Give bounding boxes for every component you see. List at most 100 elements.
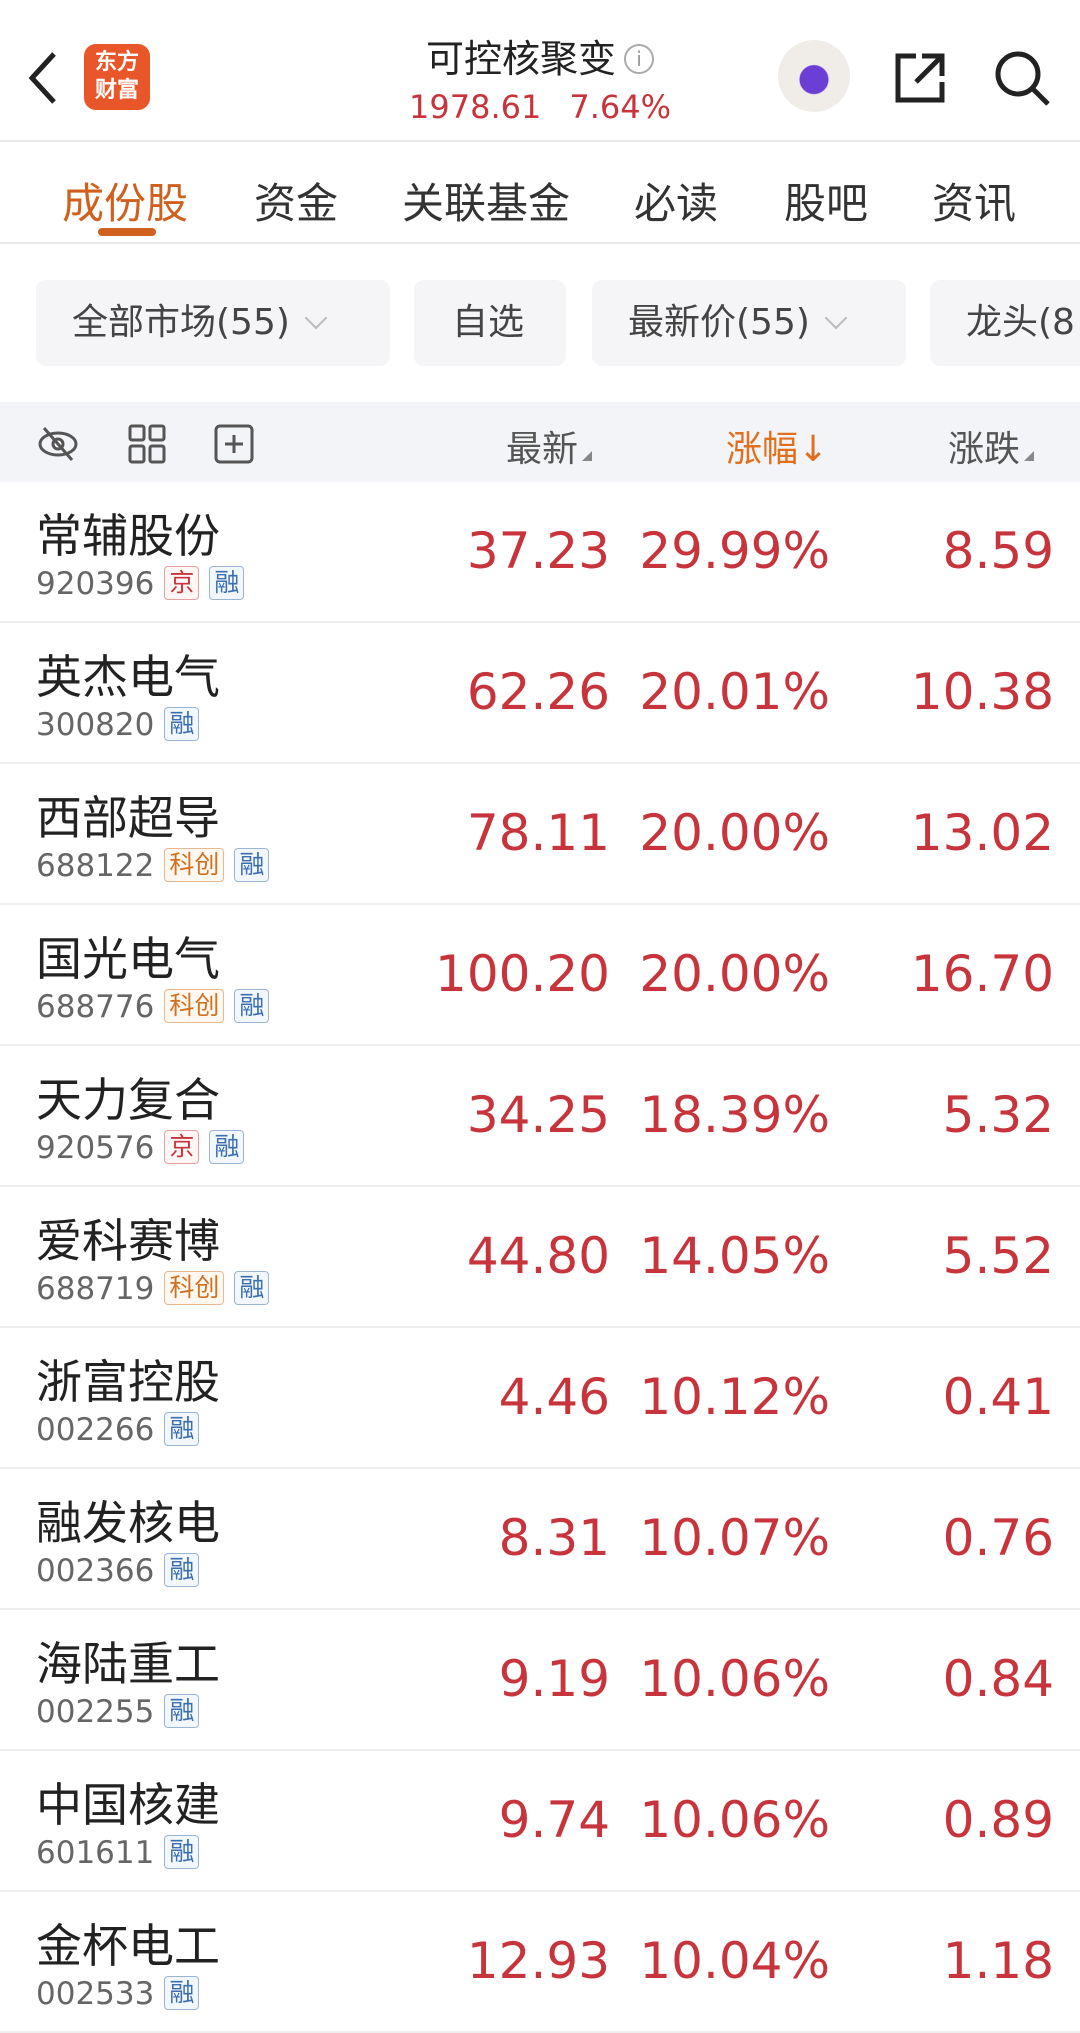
tag-badge: 融: [234, 848, 270, 882]
market-filter[interactable]: 全部市场(55): [36, 280, 390, 366]
table-row[interactable]: 西部超导 688122 科创融 78.11 20.00% 13.02: [0, 764, 1080, 905]
hide-eye-icon[interactable]: [36, 422, 80, 466]
stock-code-line: 002533 融: [36, 1976, 200, 2012]
stock-code-line: 002255 融: [36, 1694, 200, 1730]
table-row[interactable]: 英杰电气 300820 融 62.26 20.01% 10.38: [0, 623, 1080, 764]
tab-funds-flow[interactable]: 资金: [254, 179, 339, 228]
table-row[interactable]: 中国核建 601611 融 9.74 10.06% 0.89: [0, 1751, 1080, 1892]
pct-change: 20.00%: [639, 804, 830, 862]
pct-change: 18.39%: [639, 1086, 830, 1144]
market-filter-label: 全部市场(55): [72, 302, 290, 343]
price-change: 5.32: [942, 1086, 1054, 1144]
pct-change: 29.99%: [639, 522, 830, 580]
stock-code: 002366: [36, 1553, 155, 1589]
tab-forum[interactable]: 股吧: [784, 179, 869, 228]
column-pct-change[interactable]: 涨幅↓: [726, 429, 829, 470]
tag-badge: 融: [234, 1271, 270, 1305]
table-row[interactable]: 融发核电 002366 融 8.31 10.07% 0.76: [0, 1469, 1080, 1610]
stock-code: 002255: [36, 1694, 155, 1730]
stock-name: 常辅股份: [36, 509, 220, 563]
table-row[interactable]: 海陆重工 002255 融 9.19 10.06% 0.84: [0, 1610, 1080, 1751]
pct-change: 10.04%: [639, 1932, 830, 1990]
stock-code: 300820: [36, 707, 155, 743]
table-row[interactable]: 天力复合 920576 京融 34.25 18.39% 5.32: [0, 1046, 1080, 1187]
index-value: 1978.61: [409, 88, 542, 126]
tag-badge: 科创: [164, 1271, 225, 1305]
tag-badge: 融: [164, 1412, 200, 1446]
tag-badge: 京: [164, 1130, 200, 1164]
back-icon[interactable]: [24, 48, 64, 108]
latest-price: 34.25: [466, 1086, 610, 1144]
latest-price: 62.26: [466, 663, 610, 721]
table-row[interactable]: 常辅股份 920396 京融 37.23 29.99% 8.59: [0, 482, 1080, 623]
latest-price: 4.46: [498, 1368, 610, 1426]
app-logo: 东方 财富: [84, 44, 150, 110]
latest-price: 8.31: [498, 1509, 610, 1567]
tab-related-funds[interactable]: 关联基金: [402, 179, 571, 228]
table-row[interactable]: 金杯电工 002533 融 12.93 10.04% 1.18: [0, 1892, 1080, 2033]
price-change: 0.89: [942, 1791, 1054, 1849]
stock-name: 金杯电工: [36, 1919, 220, 1973]
pct-change: 10.07%: [639, 1509, 830, 1567]
stock-code-line: 601611 融: [36, 1835, 200, 1871]
tab-news[interactable]: 资讯: [932, 179, 1017, 228]
stock-name: 国光电气: [36, 932, 220, 986]
table-row[interactable]: 爱科赛博 688719 科创融 44.80 14.05% 5.52: [0, 1187, 1080, 1328]
stock-name: 浙富控股: [36, 1355, 220, 1409]
pct-change: 14.05%: [639, 1227, 830, 1285]
grid-layout-icon[interactable]: [126, 422, 170, 466]
tab-constituents[interactable]: 成份股: [62, 179, 189, 228]
pct-change: 10.06%: [639, 1791, 830, 1849]
price-change: 16.70: [910, 945, 1054, 1003]
page-title: 可控核聚变 i: [0, 28, 1080, 83]
tag-badge: 京: [164, 566, 200, 600]
sort-icon: [582, 451, 593, 461]
price-change: 5.52: [942, 1227, 1054, 1285]
tag-badge: 融: [234, 989, 270, 1023]
pct-change: 10.06%: [639, 1650, 830, 1708]
table-row[interactable]: 浙富控股 002266 融 4.46 10.12% 0.41: [0, 1328, 1080, 1469]
index-change: 7.64%: [569, 88, 671, 126]
stock-code: 688776: [36, 989, 155, 1025]
latest-price: 37.23: [466, 522, 610, 580]
stock-code-line: 688122 科创融: [36, 848, 270, 884]
chevron-down-icon: [304, 306, 328, 330]
stock-code-line: 300820 融: [36, 707, 200, 743]
assistant-avatar-icon[interactable]: [778, 40, 850, 112]
add-icon[interactable]: [212, 422, 256, 466]
title-text: 可控核聚变: [425, 37, 616, 81]
info-icon[interactable]: i: [624, 44, 654, 74]
stock-name: 中国核建: [36, 1778, 220, 1832]
tag-badge: 融: [164, 1835, 200, 1869]
latest-price: 44.80: [466, 1227, 610, 1285]
stock-code: 601611: [36, 1835, 155, 1871]
price-change: 0.76: [942, 1509, 1054, 1567]
stock-name: 西部超导: [36, 791, 220, 845]
column-latest[interactable]: 最新: [506, 420, 593, 472]
search-icon[interactable]: [992, 48, 1052, 108]
column-change[interactable]: 涨跌: [948, 420, 1035, 472]
top-bar: 东方 财富 可控核聚变 i 1978.61 7.64%: [0, 0, 1080, 142]
tab-must-read[interactable]: 必读: [634, 179, 719, 228]
stock-name: 爱科赛博: [36, 1214, 220, 1268]
table-row[interactable]: 国光电气 688776 科创融 100.20 20.00% 16.70: [0, 905, 1080, 1046]
leader-filter[interactable]: 龙头(8: [930, 280, 1080, 366]
stock-code: 688122: [36, 848, 155, 884]
pct-change: 20.00%: [639, 945, 830, 1003]
price-change: 10.38: [910, 663, 1054, 721]
tag-badge: 融: [164, 1553, 200, 1587]
watchlist-filter[interactable]: 自选: [414, 280, 566, 366]
price-change: 8.59: [942, 522, 1054, 580]
column-latest-label: 最新: [506, 429, 579, 470]
column-change-label: 涨跌: [948, 429, 1021, 470]
tag-badge: 融: [164, 1976, 200, 2010]
pct-change: 20.01%: [639, 663, 830, 721]
stock-name: 天力复合: [36, 1073, 220, 1127]
share-icon[interactable]: [892, 50, 948, 106]
price-filter[interactable]: 最新价(55): [592, 280, 906, 366]
price-change: 1.18: [942, 1932, 1054, 1990]
stock-code-line: 920396 京融: [36, 566, 245, 602]
stock-name: 英杰电气: [36, 650, 220, 704]
latest-price: 9.74: [498, 1791, 610, 1849]
sort-icon: [1024, 451, 1035, 461]
